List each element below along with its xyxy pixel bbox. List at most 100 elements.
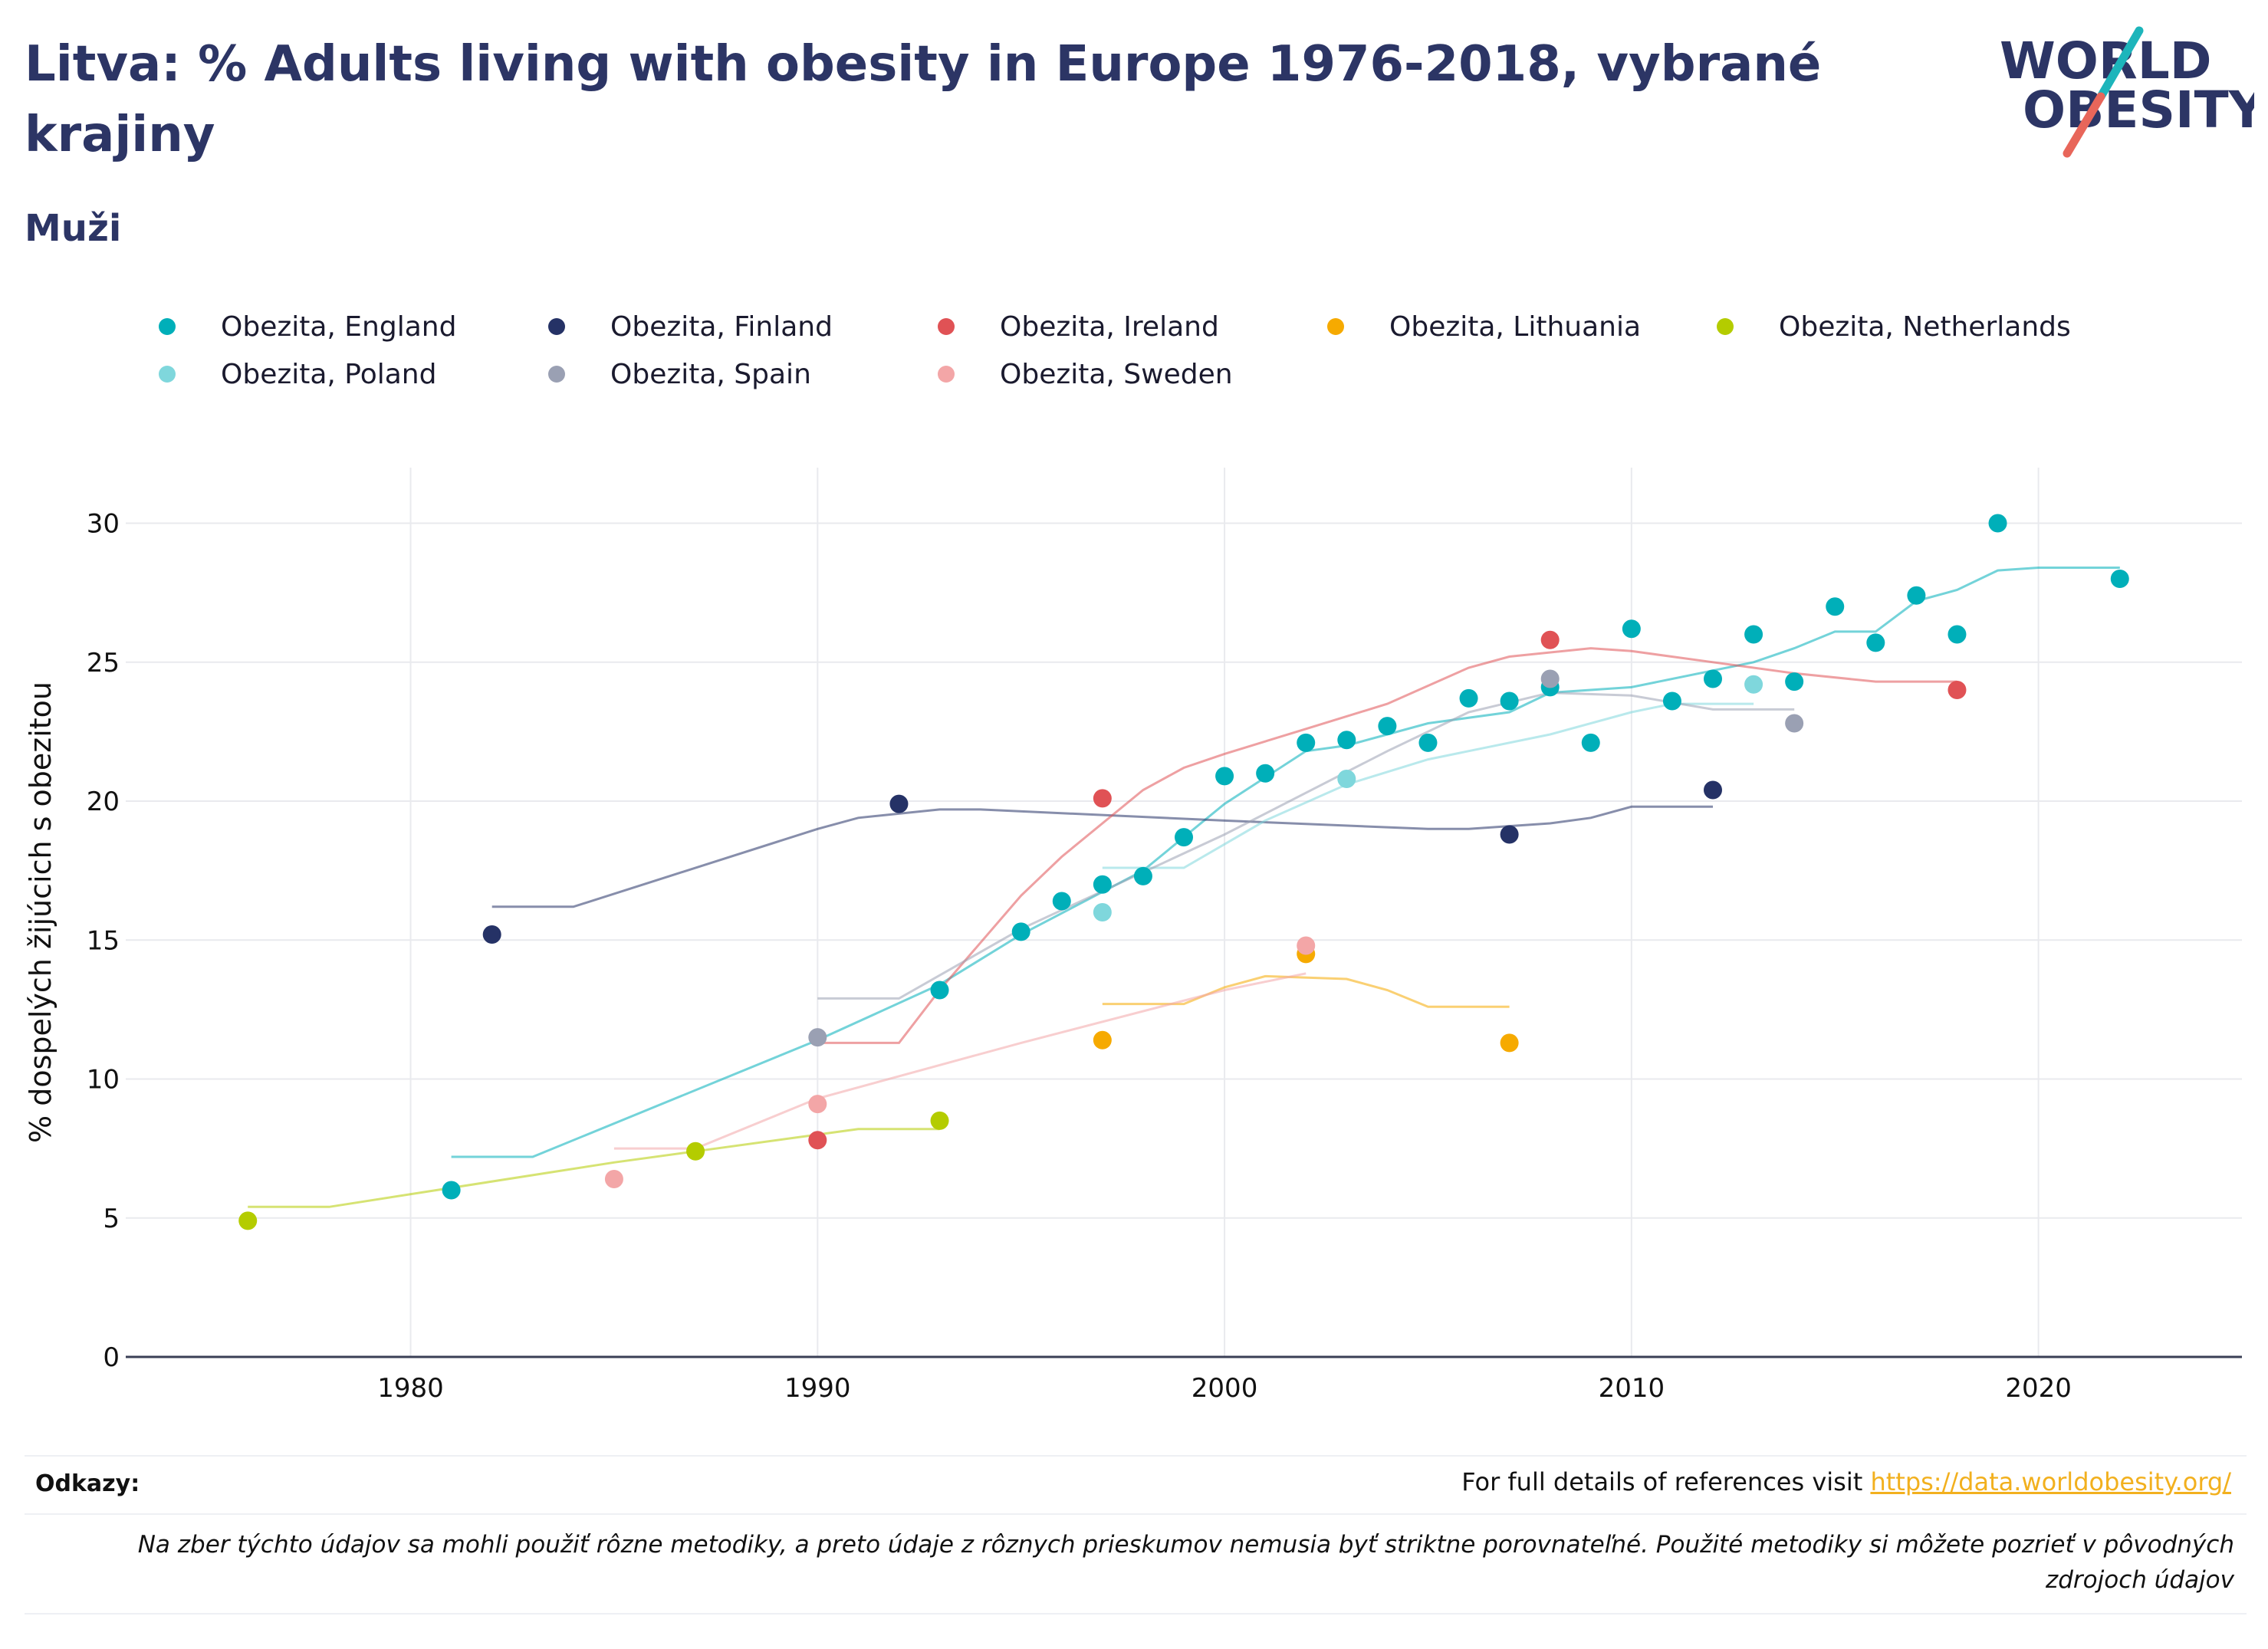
data-point xyxy=(808,1131,827,1150)
trend-line xyxy=(1102,974,1510,1008)
data-point xyxy=(1175,828,1193,847)
legend-label: Obezita, Finland xyxy=(610,311,833,343)
y-tick-label: 25 xyxy=(87,648,120,678)
data-point xyxy=(1907,586,1926,605)
data-point xyxy=(1093,789,1112,808)
data-point xyxy=(1662,691,1681,711)
data-point xyxy=(1418,733,1438,752)
chart-svg: Obezita, England Obezita, Finland Obezita,… xyxy=(24,311,2242,1404)
legend-item: Obezita, Poland xyxy=(159,359,436,390)
data-point xyxy=(1297,733,1316,752)
chart-subtitle: Muži xyxy=(25,207,122,250)
legend-item: Obezita, Sweden xyxy=(938,359,1233,390)
legend-item: Obezita, Ireland xyxy=(938,311,1219,343)
data-point xyxy=(1337,770,1356,788)
data-point xyxy=(1744,625,1763,644)
trend-lines xyxy=(248,567,2120,1208)
data-point xyxy=(1378,717,1397,736)
legend-label: Obezita, Spain xyxy=(610,359,811,390)
legend-marker xyxy=(159,318,176,335)
data-point xyxy=(1704,669,1722,688)
logo-slash-coral xyxy=(2063,92,2105,158)
legend-marker xyxy=(548,318,565,335)
legend-marker xyxy=(938,366,955,383)
data-point xyxy=(1744,675,1763,694)
world-obesity-logo: WORLD OBESITY xyxy=(2000,26,2254,158)
data-point xyxy=(1704,780,1722,800)
y-tick-label: 10 xyxy=(87,1065,120,1096)
data-point xyxy=(1500,825,1519,844)
trend-line xyxy=(248,1128,940,1208)
y-axis-label: % dospelých žijúcich s obezitou xyxy=(24,682,58,1143)
logo-slash-teal xyxy=(2096,26,2144,101)
legend-item: Obezita, England xyxy=(159,311,456,343)
trend-line xyxy=(491,805,1713,908)
references-label: Odkazy: xyxy=(35,1470,140,1497)
legend-label: Obezita, Ireland xyxy=(1000,311,1219,343)
legend-label: Obezita, England xyxy=(221,311,456,343)
data-point xyxy=(1785,714,1804,733)
data-point xyxy=(1052,892,1071,911)
data-point xyxy=(1093,1030,1112,1050)
data-point xyxy=(1581,733,1600,752)
data-point xyxy=(1133,866,1152,885)
data-point xyxy=(1256,764,1275,783)
x-tick-label: 2020 xyxy=(2005,1373,2072,1404)
data-point xyxy=(1459,688,1478,708)
legend-item: Obezita, Lithuania xyxy=(1327,311,1641,343)
legend-label: Obezita, Sweden xyxy=(1000,359,1233,390)
references-text: For full details of references visit htt… xyxy=(1461,1467,2231,1496)
data-point xyxy=(1011,922,1030,941)
methodology-note: Na zber týchto údajov sa mohli použiť rô… xyxy=(137,1531,2234,1594)
data-point xyxy=(1948,681,1967,699)
data-point xyxy=(1622,619,1641,639)
legend-label: Obezita, Netherlands xyxy=(1779,311,2071,343)
data-point xyxy=(1866,633,1885,652)
data-point xyxy=(1297,936,1316,955)
data-point xyxy=(889,794,909,813)
trend-line xyxy=(1102,702,1754,869)
legend: Obezita, England Obezita, Finland Obezita,… xyxy=(159,311,2071,390)
data-point xyxy=(1540,669,1560,688)
footer-divider xyxy=(25,1455,2247,1457)
y-tick-label: 20 xyxy=(87,787,120,817)
data-point xyxy=(482,925,501,944)
footer-divider xyxy=(25,1513,2247,1515)
data-point xyxy=(1540,630,1560,649)
y-tick-label: 15 xyxy=(87,925,120,956)
trend-line xyxy=(817,647,1957,1044)
data-point xyxy=(1337,731,1356,750)
legend-marker xyxy=(1717,318,1734,335)
data-point xyxy=(1988,514,2007,533)
x-tick-label: 2000 xyxy=(1192,1373,1258,1404)
footer-divider xyxy=(25,1613,2247,1615)
data-point xyxy=(1093,903,1112,921)
gridlines xyxy=(126,468,2242,1357)
legend-label: Obezita, Lithuania xyxy=(1389,311,1641,343)
x-tick-label: 1980 xyxy=(377,1373,444,1404)
legend-marker xyxy=(159,366,176,383)
x-tick-label: 1990 xyxy=(784,1373,851,1404)
data-point xyxy=(930,981,949,1000)
axes: 1980 1990 2000 2010 2020 0 5 10 15 20 25 30 % dospel… xyxy=(24,509,2242,1404)
legend-marker xyxy=(548,366,565,383)
legend-item: Obezita, Finland xyxy=(548,311,833,343)
data-point xyxy=(930,1111,949,1130)
y-tick-label: 0 xyxy=(103,1342,120,1373)
y-tick-label: 5 xyxy=(103,1204,120,1234)
data-point xyxy=(604,1170,623,1188)
data-point xyxy=(2110,570,2129,588)
data-point xyxy=(1093,875,1112,894)
data-point xyxy=(808,1095,827,1114)
data-point xyxy=(1948,625,1967,644)
data-point xyxy=(1215,767,1234,786)
legend-item: Obezita, Netherlands xyxy=(1717,311,2071,343)
chart-title: Litva: % Adults living with obesity in E… xyxy=(25,36,1822,163)
data-point xyxy=(808,1028,827,1047)
references-prefix: For full details of references visit xyxy=(1461,1467,1871,1496)
data-point xyxy=(686,1141,705,1161)
data-point xyxy=(1826,597,1845,616)
data-points xyxy=(238,514,2129,1230)
legend-item: Obezita, Spain xyxy=(548,359,811,390)
references-link[interactable]: https://data.worldobesity.org/ xyxy=(1870,1467,2231,1496)
